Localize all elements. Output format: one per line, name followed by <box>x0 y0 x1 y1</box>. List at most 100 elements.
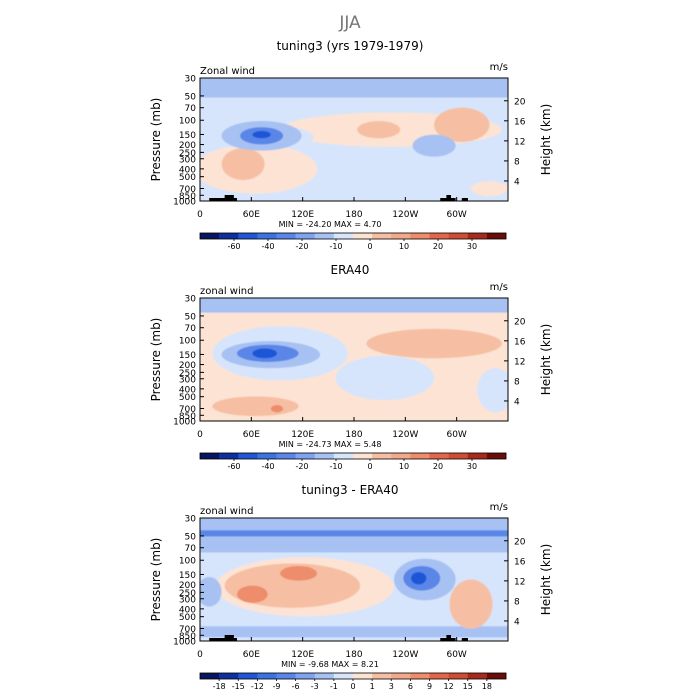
colorbar-tick-label: 3 <box>389 682 394 691</box>
x-tick-label: 0 <box>197 650 203 660</box>
y2-tick-label: 12 <box>514 357 525 367</box>
stats-label: MIN = -9.68 MAX = 8.21 <box>281 660 379 669</box>
colorbar-swatch <box>486 453 507 459</box>
colorbar-swatch <box>448 233 469 239</box>
colorbar-tick-label: 0 <box>367 242 372 251</box>
x-tick-label: 60W <box>446 650 466 660</box>
colorbar-swatch <box>467 673 488 679</box>
y-tick-label: 500 <box>179 393 196 403</box>
colorbar-swatch <box>314 453 335 459</box>
colorbar-swatch <box>333 673 354 679</box>
field-band <box>200 298 508 313</box>
colorbar-swatch <box>391 453 411 459</box>
field-blob <box>477 368 508 413</box>
colorbar-swatch <box>467 233 488 239</box>
y-tick-label: 700 <box>179 405 196 415</box>
field-blob <box>410 572 427 585</box>
field-label: zonal wind <box>200 286 253 297</box>
field-blob <box>449 579 493 629</box>
y-tick-label: 1000 <box>173 198 196 208</box>
colorbar-tick-label: 1 <box>370 682 375 691</box>
colorbar-swatch <box>257 673 277 679</box>
x-tick-label: 60E <box>243 430 260 440</box>
field-blob <box>270 405 284 413</box>
x-tick-label: 120E <box>291 650 314 660</box>
colorbar-tick-label: -20 <box>295 462 308 471</box>
colorbar-swatch <box>410 233 430 239</box>
colorbar-swatch <box>391 673 411 679</box>
y-tick-label: 200 <box>179 361 196 371</box>
x-tick-label: 60E <box>243 650 260 660</box>
y-axis-label: Pressure (mb) <box>149 538 163 622</box>
colorbar-swatch <box>429 233 449 239</box>
y-axis-label: Pressure (mb) <box>149 98 163 182</box>
x-tick-label: 0 <box>197 210 203 220</box>
y-tick-label: 500 <box>179 613 196 623</box>
field-label: zonal wind <box>200 506 253 517</box>
colorbar-tick-label: 20 <box>433 242 443 251</box>
y-tick-label: 300 <box>179 375 196 385</box>
y-tick-label: 150 <box>179 351 196 361</box>
colorbar-swatch <box>219 673 239 679</box>
field-blob <box>252 130 271 139</box>
colorbar-swatch <box>238 233 258 239</box>
y-tick-label: 200 <box>179 141 196 151</box>
colorbar-tick-label: 12 <box>444 682 454 691</box>
y2-axis-label: Height (km) <box>539 544 553 615</box>
colorbar-tick-label: -6 <box>292 682 300 691</box>
x-tick-label: 60W <box>446 210 466 220</box>
colorbar-swatch <box>448 673 469 679</box>
field <box>200 518 508 641</box>
field-blob <box>236 585 268 603</box>
colorbar-tick-label: -3 <box>311 682 319 691</box>
y-tick-label: 100 <box>179 117 196 127</box>
colorbar-tick-label: 10 <box>399 242 409 251</box>
y-tick-label: 500 <box>179 173 196 183</box>
panel-1: tuning3 (yrs 1979-1979) Zonal wind m/s 30 50… <box>149 39 553 251</box>
field-label: Zonal wind <box>200 66 255 77</box>
colorbar-tick-label: -60 <box>227 242 240 251</box>
y-tick-label: 200 <box>179 581 196 591</box>
field <box>200 298 508 421</box>
colorbar-frame <box>199 232 507 240</box>
y2-tick-label: 20 <box>514 97 526 107</box>
y2-tick-label: 4 <box>514 177 520 187</box>
y-tick-label: 250 <box>179 589 196 599</box>
colorbar-tick-label: 30 <box>467 242 477 251</box>
colorbar-tick-label: -12 <box>251 682 264 691</box>
y-tick-label: 1000 <box>173 418 196 428</box>
colorbar-swatch <box>353 453 373 459</box>
y-tick-label: 850 <box>179 192 196 202</box>
y-tick-label: 300 <box>179 155 196 165</box>
field-blob <box>471 181 508 197</box>
y-tick-label: 70 <box>185 104 197 114</box>
colorbar-swatch <box>238 453 258 459</box>
y2-tick-label: 8 <box>514 157 520 167</box>
stats-label: MIN = -24.20 MAX = 4.70 <box>279 220 382 229</box>
colorbar-tick-label: 30 <box>467 462 477 471</box>
field-blob <box>200 577 222 607</box>
x-tick-label: 180 <box>345 430 362 440</box>
y2-tick-label: 4 <box>514 397 520 407</box>
x-tick-label: 120E <box>291 210 314 220</box>
field-blob <box>357 121 401 139</box>
colorbar-swatch <box>219 453 239 459</box>
colorbar-swatch <box>276 673 296 679</box>
colorbar-tick-label: -40 <box>261 462 274 471</box>
colorbar-tick-label: 6 <box>408 682 413 691</box>
figure-title: JJA <box>338 13 361 33</box>
y2-axis-label: Height (km) <box>539 104 553 175</box>
y-tick-label: 30 <box>185 75 197 85</box>
terrain <box>446 195 452 201</box>
y2-tick-label: 8 <box>514 597 520 607</box>
y2-tick-label: 20 <box>514 317 526 327</box>
colorbar-swatch <box>276 233 296 239</box>
panel-title: ERA40 <box>331 263 370 277</box>
colorbar-swatch <box>295 233 316 239</box>
panel-title: tuning3 (yrs 1979-1979) <box>277 39 424 53</box>
y-tick-label: 50 <box>185 312 197 322</box>
y-tick-label: 700 <box>179 185 196 195</box>
y2-tick-label: 12 <box>514 137 525 147</box>
